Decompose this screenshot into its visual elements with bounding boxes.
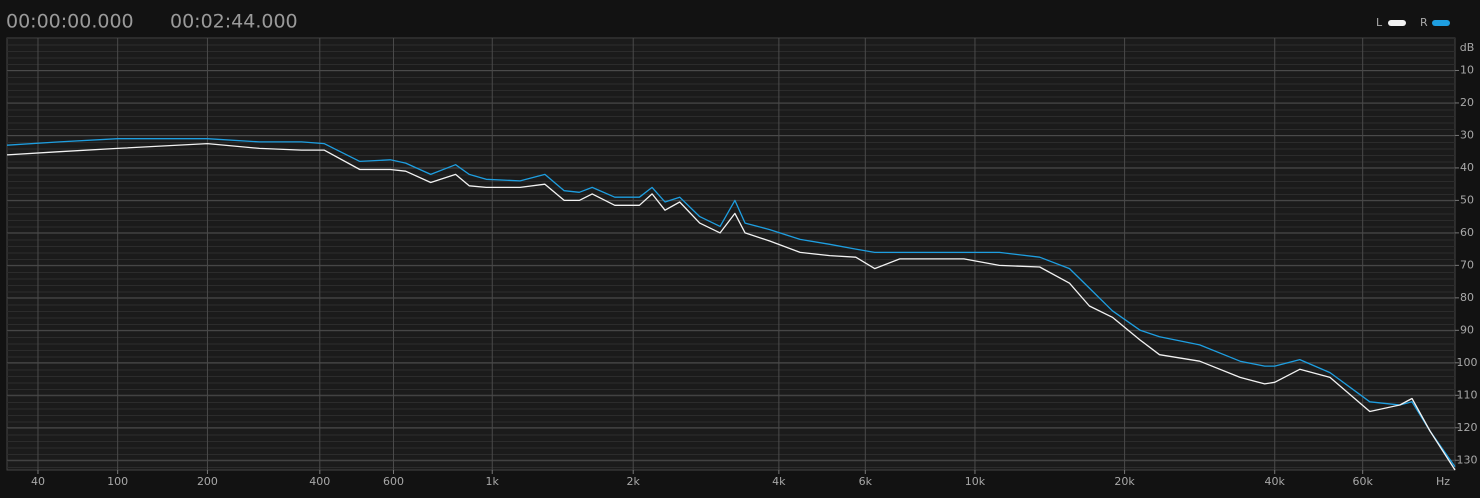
legend-label: R [1420, 16, 1428, 29]
x-tick-label: 60k [1352, 475, 1373, 488]
legend-swatch [1432, 20, 1450, 26]
x-tick-label: 4k [772, 475, 786, 488]
minor-grid [7, 38, 1455, 470]
start-time: 00:00:00.000 [6, 11, 134, 33]
end-time: 00:02:44.000 [170, 11, 298, 33]
y-tick-label: 80 [1460, 291, 1474, 304]
x-tick-label: 2k [627, 475, 641, 488]
x-tick-label: 10k [965, 475, 986, 488]
y-tick-label: 20 [1460, 96, 1474, 109]
x-tick-label: 1k [486, 475, 500, 488]
x-unit: Hz [1436, 475, 1450, 488]
y-tick-label: 120 [1457, 421, 1478, 434]
x-tick-label: 40 [31, 475, 45, 488]
y-tick-label: 130 [1457, 453, 1478, 466]
spectrum-line [6, 142, 1456, 471]
y-unit: dB [1460, 41, 1475, 54]
y-tick-label: 110 [1457, 388, 1478, 401]
x-tick-label: 200 [197, 475, 218, 488]
legend-label: L [1376, 16, 1383, 29]
x-tick-label: 400 [309, 475, 330, 488]
x-tick-label: 100 [107, 475, 128, 488]
y-tick-label: 90 [1460, 323, 1474, 336]
x-tick-label: 600 [383, 475, 404, 488]
y-tick-label: 100 [1457, 356, 1478, 369]
y-tick-label: 70 [1460, 258, 1474, 271]
spectrum-line [6, 138, 1456, 468]
x-tick-label: 6k [859, 475, 873, 488]
y-tick-label: 60 [1460, 226, 1474, 239]
y-tick-label: 30 [1460, 128, 1474, 141]
legend-swatch [1388, 20, 1406, 26]
y-tick-label: 10 [1460, 63, 1474, 76]
x-tick-label: 40k [1265, 475, 1286, 488]
x-tick-label: 20k [1114, 475, 1135, 488]
y-tick-label: 50 [1460, 193, 1474, 206]
y-tick-label: 40 [1460, 161, 1474, 174]
